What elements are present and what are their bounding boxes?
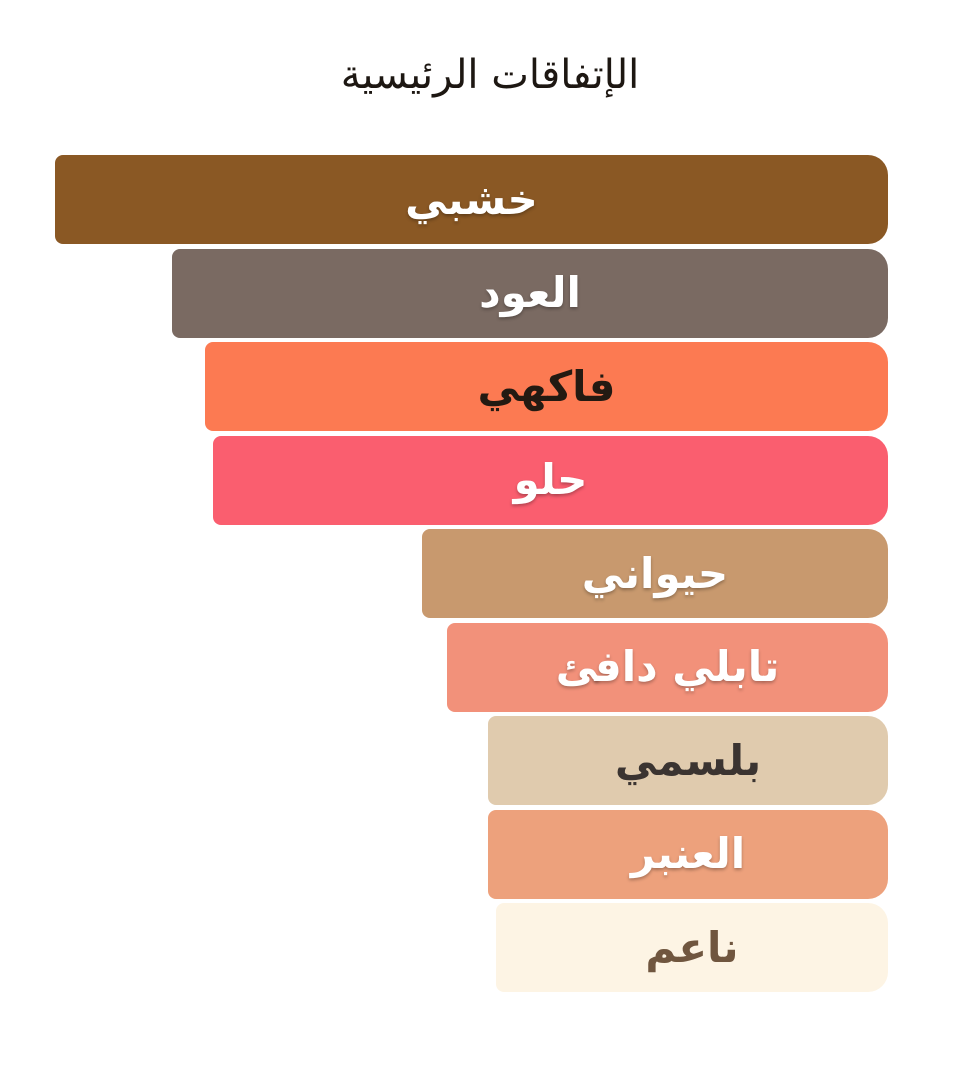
chart-title: الإتفاقات الرئيسية <box>340 52 640 98</box>
accord-bar: العنبر <box>488 809 888 899</box>
accord-label: ناعم <box>645 922 739 972</box>
accord-label: فاكهي <box>477 361 616 411</box>
accord-label: بلسمي <box>614 735 762 785</box>
accord-bar: بلسمي <box>488 716 888 805</box>
accord-label: العود <box>479 268 581 317</box>
accord-bar: حلو <box>213 435 888 525</box>
accord-bars-container: خشبي العود فاكهي حلو حيواني تابلي دافئ بلسمي ال… <box>0 155 980 1015</box>
accord-label: العنبر <box>630 829 746 878</box>
accord-bar: العود <box>172 248 888 338</box>
accord-bar: تابلي دافئ <box>447 622 888 712</box>
accord-bar: ناعم <box>496 903 888 992</box>
accord-bar: حيواني <box>422 529 888 618</box>
accord-label: تابلي دافئ <box>555 642 780 691</box>
accord-bar: فاكهي <box>205 342 888 431</box>
accord-label: حيواني <box>581 548 729 598</box>
accord-bar: خشبي <box>55 155 888 244</box>
accord-label: خشبي <box>405 174 538 224</box>
accord-label: حلو <box>513 455 588 504</box>
